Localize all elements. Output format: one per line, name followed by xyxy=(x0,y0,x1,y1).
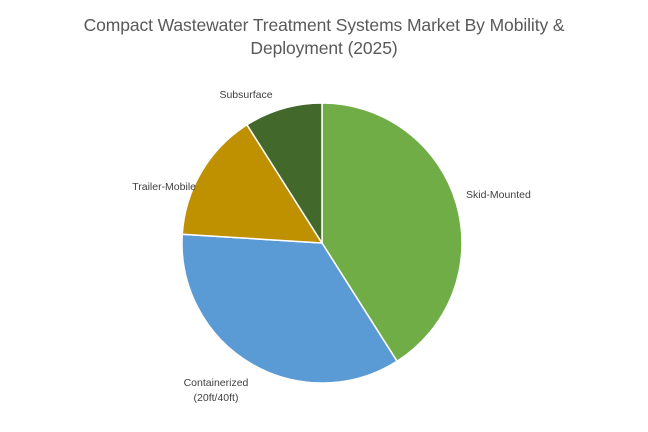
chart-title-line-1: Compact Wastewater Treatment Systems Mar… xyxy=(83,15,565,35)
pie-label-subsurface: Subsurface xyxy=(219,89,272,101)
pie-slice-subsurface xyxy=(246,102,323,244)
pie-slice-skid-mounted xyxy=(321,102,463,362)
chart-title: Compact Wastewater Treatment Systems Mar… xyxy=(40,14,608,60)
pie-label-skid-mounted: Skid-Mounted xyxy=(466,189,531,201)
pie-slice-containerized-20ft-40ft xyxy=(181,233,398,384)
pie-labels: Skid-Mounted Containerized (20ft/40ft) Trai… xyxy=(132,89,531,404)
pie-label-trailer-mobile: Trailer-Mobile xyxy=(132,181,196,193)
pie-slices xyxy=(181,102,463,384)
pie-slice-trailer-mobile xyxy=(181,124,323,244)
chart-title-line-2: Deployment (2025) xyxy=(250,38,398,58)
pie-label-containerized-20ft-40ft: Containerized (20ft/40ft) xyxy=(184,377,249,404)
